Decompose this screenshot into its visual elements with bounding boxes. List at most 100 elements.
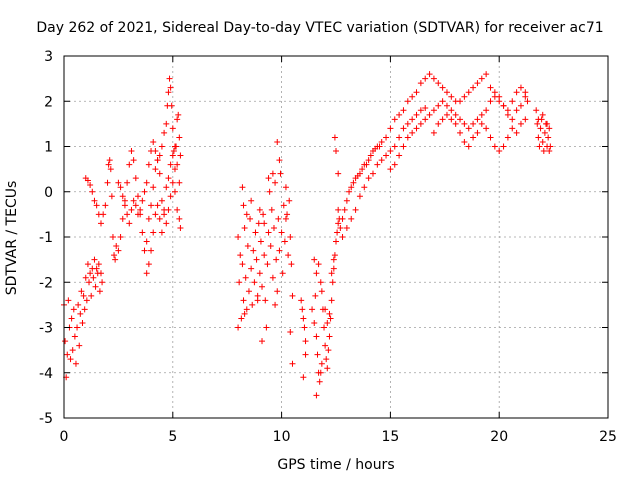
data-point [465,125,472,132]
data-point [79,319,86,326]
data-point [237,252,244,259]
data-point [509,98,516,105]
data-point [171,188,178,195]
data-point [65,297,72,304]
data-point [244,243,251,250]
data-point [115,179,122,186]
data-point [96,288,103,295]
data-point [404,120,411,127]
data-point [404,98,411,105]
x-axis-label: GPS time / hours [277,457,395,473]
data-point [251,279,258,286]
data-point [239,184,246,191]
data-point [478,75,485,82]
data-point [517,84,524,91]
data-point [483,71,490,78]
data-point [545,134,552,141]
data-point [496,93,503,100]
data-point [322,306,329,313]
data-point [500,143,507,150]
data-point [443,89,450,96]
data-point [500,102,507,109]
data-point [333,148,339,155]
data-point [278,229,285,236]
data-point [124,179,131,186]
data-point [315,261,322,268]
data-point [509,125,516,132]
data-point [148,202,155,209]
data-point [81,306,88,313]
data-point [356,193,363,200]
data-point [517,120,524,127]
y-tick-label: -3 [39,321,53,337]
data-point [161,129,168,136]
data-point [276,247,283,254]
data-point [546,125,553,132]
data-point [313,333,320,340]
data-point [174,116,181,123]
data-point [93,265,100,272]
y-axis-label: SDTVAR / TECUs [4,180,20,296]
data-point [177,152,184,159]
data-point [83,297,90,304]
data-point [413,111,420,118]
y-tick-label: 1 [44,140,53,156]
data-point [152,166,159,173]
data-point [376,143,383,150]
data-point [174,206,181,213]
data-point [417,120,424,127]
data-point [154,157,161,164]
data-point [267,243,274,250]
data-point [119,193,126,200]
data-point [275,215,282,222]
data-point [106,157,113,164]
data-point [263,324,270,331]
data-point [132,175,139,182]
data-point [534,120,541,127]
data-point [253,256,260,263]
data-point [89,188,96,195]
data-point [262,297,269,304]
data-point [248,197,255,204]
y-tick-label: -1 [39,230,53,246]
data-point [435,120,442,127]
data-point [272,179,279,186]
data-point [84,261,91,268]
data-point [339,215,346,222]
data-point [533,107,540,114]
data-point [396,134,403,141]
data-point [143,238,150,245]
data-point [236,279,243,286]
data-point [92,283,99,290]
data-point [259,283,266,290]
data-point [150,184,157,191]
data-point [286,197,293,204]
data-point [243,306,250,313]
data-point [443,102,450,109]
data-point [119,215,126,222]
data-point [324,319,331,326]
data-point [285,252,292,259]
data-point [134,193,141,200]
data-point [108,193,115,200]
data-point [300,374,307,381]
data-point [487,134,494,141]
data-point [169,125,176,132]
data-point [318,288,325,295]
data-point [64,351,71,358]
data-point [161,206,168,213]
data-point [90,274,97,281]
data-point [335,170,342,177]
data-point [448,93,455,100]
data-point [176,134,183,141]
data-point [478,120,485,127]
data-point [321,324,328,331]
data-point [174,161,181,168]
data-point [417,80,424,87]
data-point [311,256,318,263]
data-point [242,274,249,281]
data-point [176,215,183,222]
data-point [269,274,276,281]
data-point [539,138,546,145]
data-point [104,179,111,186]
